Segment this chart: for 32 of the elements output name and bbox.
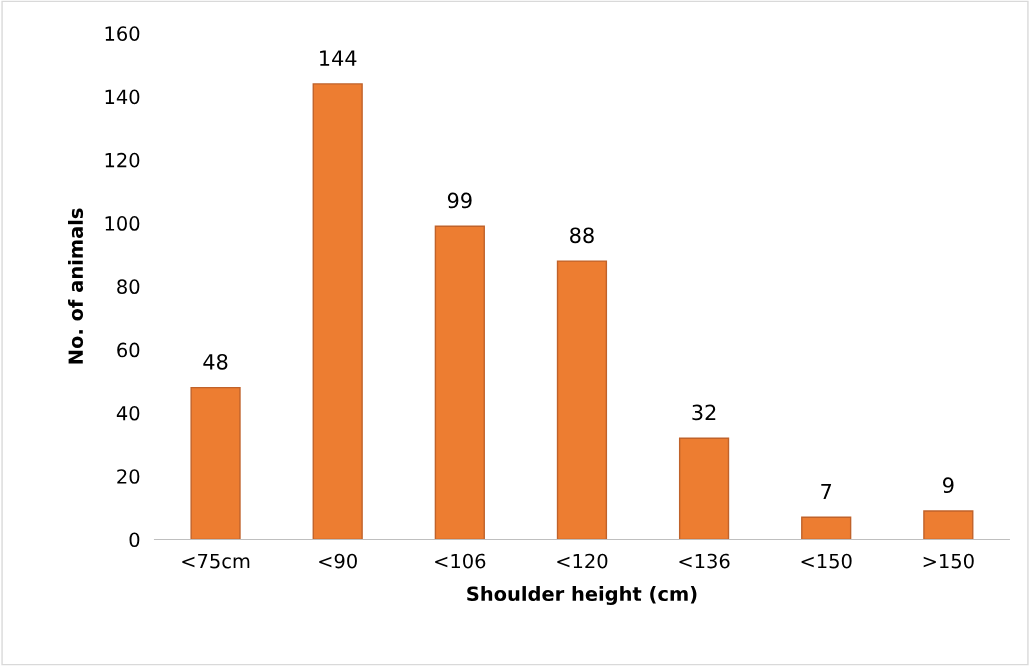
bar (312, 83, 363, 540)
y-tick-label: 60 (117, 342, 140, 358)
y-tick-label: 160 (105, 26, 140, 41)
data-label: 9 (943, 477, 954, 494)
x-tick-label: <90 (319, 553, 357, 569)
x-tick-label: <75cm (182, 553, 250, 569)
y-tick-label: 20 (117, 469, 140, 484)
y-tick-label: 140 (105, 89, 140, 105)
y-tick-label: 120 (105, 152, 140, 168)
bar (556, 260, 608, 540)
data-label: 32 (692, 404, 716, 421)
y-tick-label: 0 (129, 532, 140, 548)
data-label: 144 (320, 50, 357, 66)
bar (678, 437, 730, 540)
x-tick-label: <120 (557, 553, 608, 569)
data-label: 48 (203, 353, 228, 370)
x-tick-label: <136 (679, 553, 730, 569)
data-label: 7 (821, 483, 832, 500)
bar (434, 225, 485, 540)
bar (801, 516, 852, 540)
y-tick-label: 40 (116, 405, 140, 421)
x-axis-title: Shoulder height (cm) (467, 586, 697, 606)
bar (923, 510, 974, 540)
y-axis-title: No. of animals (68, 208, 84, 364)
data-label: 88 (570, 227, 594, 244)
data-label: 99 (447, 192, 472, 209)
bar (190, 386, 241, 540)
y-tick-label: 100 (105, 216, 140, 231)
x-tick-label: <106 (435, 553, 486, 569)
x-tick-label: <150 (801, 553, 852, 569)
x-tick-label: >150 (923, 553, 974, 569)
y-tick-label: 80 (117, 279, 140, 295)
